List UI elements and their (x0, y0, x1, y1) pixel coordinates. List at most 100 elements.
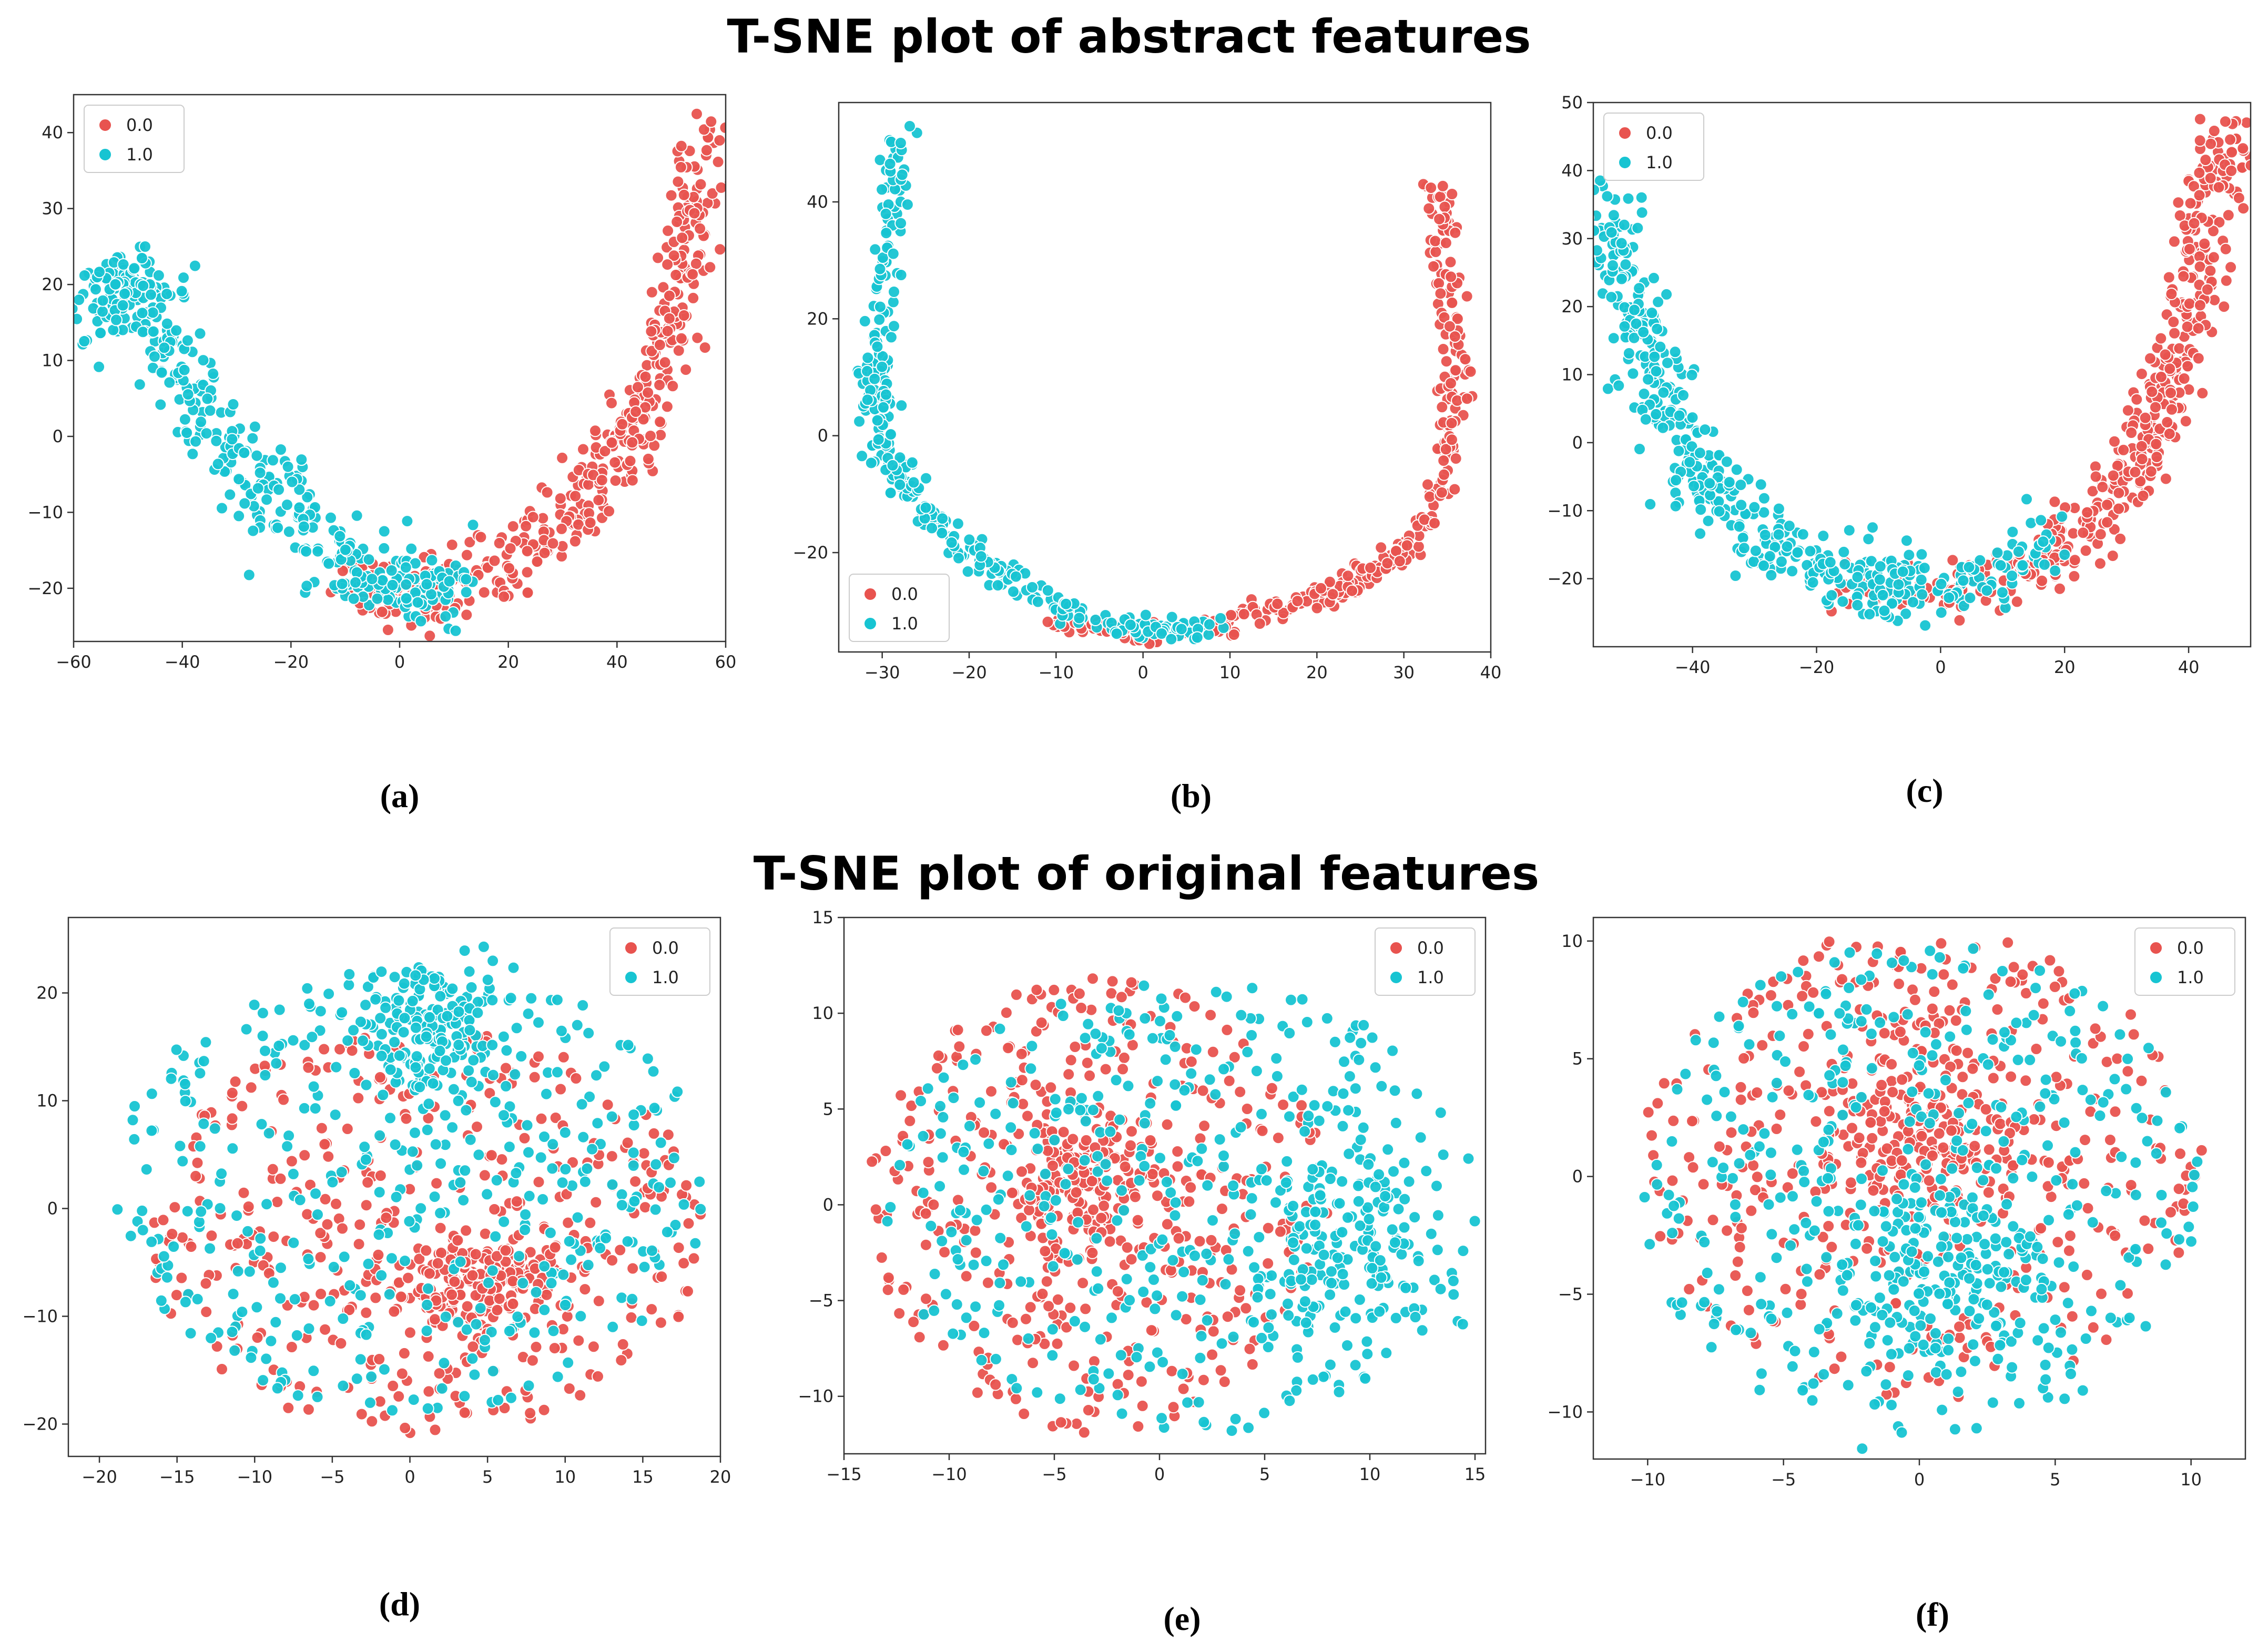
scatter-point (1120, 1272, 1133, 1286)
scatter-points (866, 972, 1481, 1439)
scatter-point (302, 1252, 315, 1266)
scatter-point (1650, 407, 1663, 421)
scatter-point (578, 1175, 592, 1188)
scatter-point (74, 293, 86, 307)
scatter-point (907, 1316, 920, 1329)
scatter-point (1128, 1190, 1142, 1204)
scatter-point (379, 1001, 392, 1014)
scatter-point (1449, 226, 1462, 239)
scatter-point (378, 1363, 391, 1376)
scatter-point (490, 1174, 503, 1187)
scatter-point (2218, 300, 2231, 313)
scatter-point (460, 1224, 473, 1237)
scatter-point (968, 1319, 981, 1332)
scatter-point (563, 1382, 576, 1395)
scatter-point (136, 1223, 149, 1237)
scatter-point (1324, 575, 1336, 588)
scatter-point (298, 1149, 311, 1162)
scatter-point (1117, 1051, 1131, 1064)
scatter-point (399, 561, 412, 574)
scatter-point (1737, 542, 1751, 555)
scatter-point (884, 486, 897, 499)
scatter-point (503, 562, 516, 575)
scatter-point (508, 1068, 522, 1081)
scatter-point (1647, 271, 1660, 284)
scatter-point (135, 252, 148, 264)
scatter-point (1336, 1119, 1349, 1133)
scatter-point (1031, 1143, 1044, 1155)
y-tick-label: −20 (792, 543, 828, 563)
scatter-point (1321, 1100, 1334, 1113)
scatter-point (422, 1097, 435, 1110)
scatter-point (1781, 540, 1794, 553)
scatter-point (1227, 1179, 1240, 1192)
scatter-point (477, 940, 490, 953)
scatter-point (1364, 561, 1377, 574)
scatter-point (957, 1145, 970, 1158)
scatter-point (238, 497, 251, 510)
scatter-point (478, 1169, 491, 1182)
scatter-point (301, 1208, 314, 1221)
scatter-point (677, 1257, 690, 1270)
scatter-point (242, 568, 256, 582)
scatter-point (1457, 1245, 1470, 1258)
scatter-point (197, 1055, 210, 1068)
scatter-point (1448, 330, 1461, 343)
scatter-point (967, 1258, 980, 1271)
scatter-point (1086, 1246, 1099, 1259)
scatter-point (1687, 480, 1701, 493)
scatter-point (662, 1128, 675, 1141)
scatter-point (1875, 1078, 1888, 1092)
scatter-point (928, 1304, 941, 1317)
scatter-point (445, 1288, 459, 1301)
scatter-point (1733, 520, 1746, 533)
scatter-point (1041, 584, 1054, 597)
scatter-point (461, 1300, 474, 1313)
scatter-point (468, 1368, 481, 1381)
scatter-point (309, 1102, 322, 1115)
scatter-point (1206, 1348, 1219, 1361)
scatter-point (1196, 1274, 1209, 1287)
scatter-point (253, 466, 267, 480)
scatter-point (500, 1079, 513, 1093)
title-abstract: T-SNE plot of abstract features (727, 9, 1531, 64)
scatter-point (933, 1180, 947, 1193)
scatter-point (1168, 1040, 1182, 1053)
scatter-point (428, 1190, 441, 1204)
scatter-point (1438, 311, 1451, 324)
scatter-point (615, 1354, 628, 1367)
scatter-point (667, 249, 680, 262)
scatter-point (693, 1175, 706, 1188)
scatter-point (884, 1201, 897, 1213)
scatter-point (603, 505, 616, 518)
scatter-point (672, 1310, 685, 1323)
scatter-point (2135, 453, 2149, 466)
scatter-point (1410, 1087, 1423, 1100)
scatter-point (118, 287, 131, 300)
scatter-point (365, 1415, 379, 1428)
scatter-point (282, 1401, 295, 1414)
scatter-point (2201, 283, 2214, 296)
scatter-point (532, 1050, 545, 1063)
scatter-point (168, 1201, 181, 1214)
scatter-point (109, 278, 122, 291)
scatter-point (953, 1204, 967, 1217)
scatter-point (1253, 617, 1266, 630)
scatter-point (628, 1195, 641, 1208)
scatter-point (1089, 614, 1102, 626)
scatter-point (1227, 1330, 1240, 1343)
scatter-point (653, 1181, 666, 1194)
scatter-point (1434, 1106, 1447, 1119)
scatter-point (2198, 237, 2211, 250)
scatter-point (582, 1026, 595, 1039)
scatter-point (300, 545, 313, 558)
scatter-point (1309, 1205, 1322, 1218)
scatter-point (2173, 342, 2186, 355)
scatter-point (78, 269, 91, 282)
scatter-point (194, 327, 207, 340)
x-tick-label: 10 (1359, 1464, 1381, 1484)
scatter-point (872, 433, 885, 446)
scatter-point (1618, 320, 1631, 333)
scatter-point (1203, 1073, 1216, 1086)
scatter-point (474, 1302, 487, 1315)
